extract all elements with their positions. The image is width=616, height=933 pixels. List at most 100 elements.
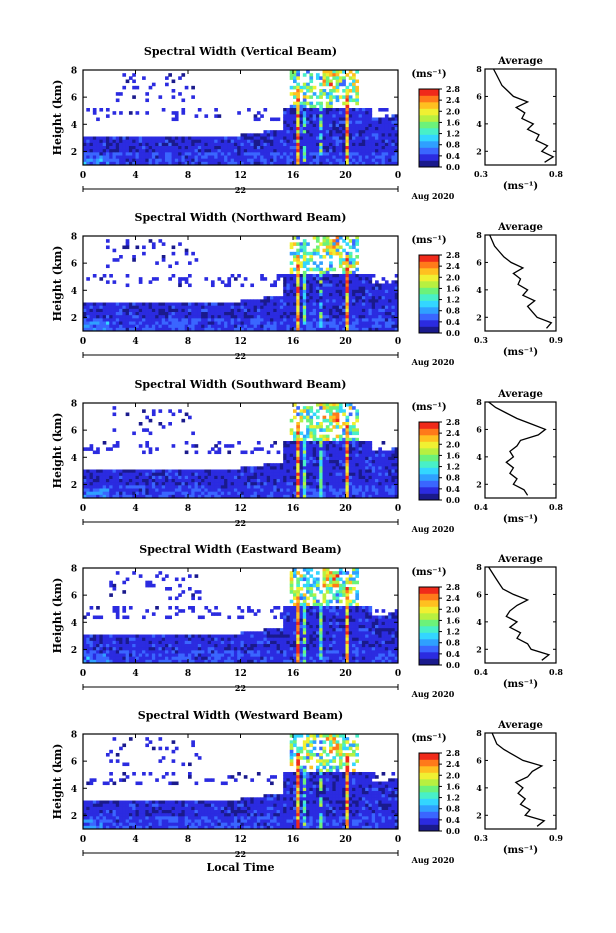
heatmap-cell: [218, 140, 222, 144]
heatmap-cell: [132, 641, 136, 645]
heatmap-cell: [129, 137, 133, 141]
heatmap-cell: [119, 315, 123, 319]
heatmap-cell: [99, 641, 103, 645]
heatmap-cell: [362, 290, 366, 294]
colorbar-segment: [419, 288, 439, 295]
heatmap-cell: [211, 303, 215, 307]
heatmap-cell: [339, 261, 343, 265]
heatmap-cell: [263, 108, 267, 112]
heatmap-cell: [365, 290, 369, 294]
heatmap-cell: [306, 152, 310, 156]
heatmap-cell: [309, 435, 313, 439]
profile-y-tick-label: 4: [476, 452, 482, 462]
heatmap-cell: [116, 312, 120, 316]
heatmap-cell: [375, 492, 379, 496]
heatmap-cell: [336, 454, 340, 458]
profile-y-tick-label: 4: [476, 119, 482, 129]
heatmap-cell: [283, 476, 287, 480]
heatmap-cell: [237, 137, 241, 141]
heatmap-cell: [172, 143, 176, 147]
heatmap-cell: [218, 441, 222, 445]
heatmap-cell: [122, 485, 126, 489]
heatmap-cell: [168, 322, 172, 326]
heatmap-cell: [214, 114, 218, 118]
heatmap-cell: [188, 303, 192, 307]
heatmap-cell: [293, 435, 297, 439]
heatmap-cell: [136, 111, 140, 115]
heatmap-cell: [309, 114, 313, 118]
heatmap-cell: [142, 492, 146, 496]
heatmap-cell: [126, 473, 130, 477]
heatmap-cell: [303, 284, 307, 288]
heatmap: [83, 70, 398, 165]
heatmap-cell: [296, 476, 300, 480]
heatmap-cell: [326, 80, 330, 84]
heatmap-cell: [332, 108, 336, 112]
heatmap-cell: [218, 641, 222, 645]
heatmap-cell: [221, 473, 225, 477]
heatmap-cell: [244, 299, 248, 303]
heatmap-cell: [323, 284, 327, 288]
heatmap-cell: [365, 296, 369, 300]
heatmap-cell: [368, 277, 372, 281]
heatmap-cell: [113, 137, 117, 141]
colorbar-tick-label: 2.8: [446, 417, 460, 427]
heatmap-cell: [306, 451, 310, 455]
heatmap-cell: [126, 635, 130, 639]
heatmap-cell: [362, 124, 366, 128]
heatmap-cell: [181, 108, 185, 112]
heatmap-cell: [306, 143, 310, 147]
heatmap-cell: [198, 137, 202, 141]
heatmap-cell: [113, 485, 117, 489]
heatmap-cell: [145, 470, 149, 474]
heatmap-cell: [372, 312, 376, 316]
heatmap-cell: [175, 647, 179, 651]
heatmap-cell: [385, 118, 389, 122]
heatmap-cell: [214, 473, 218, 477]
heatmap-cell: [283, 146, 287, 150]
heatmap-cell: [122, 303, 126, 307]
heatmap-cell: [149, 280, 153, 284]
y-tick-label: 4: [71, 287, 77, 297]
heatmap-cell: [280, 306, 284, 310]
heatmap-cell: [368, 470, 372, 474]
heatmap-cell: [382, 460, 386, 464]
heatmap-cell: [241, 473, 245, 477]
heatmap-cell: [201, 322, 205, 326]
heatmap-cell: [218, 149, 222, 153]
heatmap-cell: [352, 296, 356, 300]
heatmap-cell: [319, 89, 323, 93]
heatmap-cell: [234, 277, 238, 281]
heatmap-cell: [286, 315, 290, 319]
heatmap-cell: [346, 432, 350, 436]
heatmap-cell: [332, 140, 336, 144]
heatmap-cell: [300, 441, 304, 445]
heatmap-cell: [303, 441, 307, 445]
heatmap-cell: [181, 306, 185, 310]
heatmap-cell: [346, 422, 350, 426]
heatmap-cell: [326, 284, 330, 288]
heatmap-cell: [270, 156, 274, 160]
heatmap-cell: [280, 315, 284, 319]
heatmap-cell: [113, 635, 117, 639]
heatmap-cell: [149, 482, 153, 486]
heatmap-cell: [346, 309, 350, 313]
heatmap-cell: [342, 114, 346, 118]
heatmap-cell: [195, 574, 199, 578]
heatmap-cell: [155, 277, 159, 281]
heatmap-cell: [329, 287, 333, 291]
heatmap-cell: [286, 152, 290, 156]
heatmap-cell: [165, 306, 169, 310]
heatmap-cell: [385, 492, 389, 496]
heatmap-cell: [375, 451, 379, 455]
heatmap-cell: [270, 296, 274, 300]
heatmap-cell: [329, 99, 333, 103]
heatmap-cell: [122, 590, 126, 594]
heatmap-cell: [247, 325, 251, 329]
heatmap-cell: [191, 312, 195, 316]
heatmap-cell: [162, 140, 166, 144]
heatmap-cell: [116, 99, 120, 103]
heatmap-cell: [319, 268, 323, 272]
heatmap-cell: [185, 86, 189, 90]
heatmap-cell: [388, 470, 392, 474]
